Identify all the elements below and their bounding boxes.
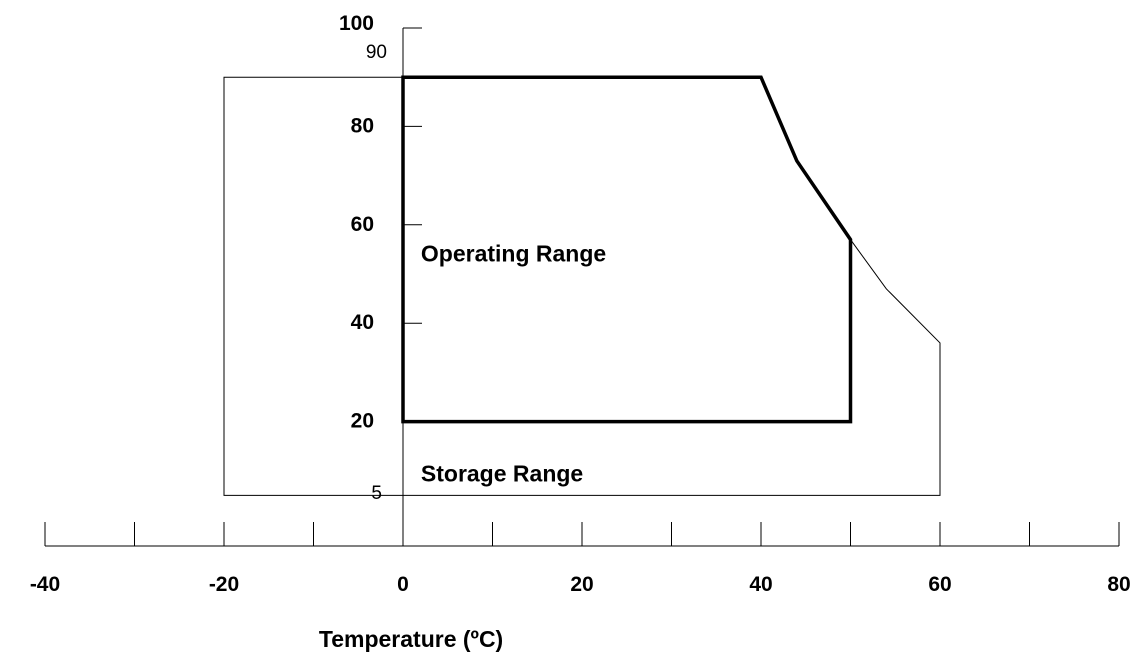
x-tick-label: -20 — [209, 573, 239, 596]
x-tick-label: 20 — [570, 573, 593, 596]
x-tick-label: 0 — [397, 573, 409, 596]
x-axis-title: Temperature (ºC) — [319, 626, 503, 652]
x-tick-label: 40 — [749, 573, 772, 596]
x-tick-label: 60 — [928, 573, 951, 596]
storage-range-label: Storage Range — [421, 461, 583, 487]
storage-range-region — [223, 76, 941, 496]
x-tick-label: 80 — [1107, 573, 1130, 596]
y-tick-label: 80 — [351, 114, 374, 137]
y-tick-label: 20 — [351, 410, 374, 433]
y-tick-label: 90 — [366, 42, 387, 63]
operating-range-label: Operating Range — [421, 241, 606, 267]
y-tick-label: 40 — [351, 311, 374, 334]
y-tick-label: 100 — [339, 12, 374, 35]
operating-range-region — [401, 75, 853, 424]
y-tick-label: 60 — [351, 213, 374, 236]
x-tick-label: -40 — [30, 573, 60, 596]
y-tick-label: 5 — [371, 483, 382, 504]
